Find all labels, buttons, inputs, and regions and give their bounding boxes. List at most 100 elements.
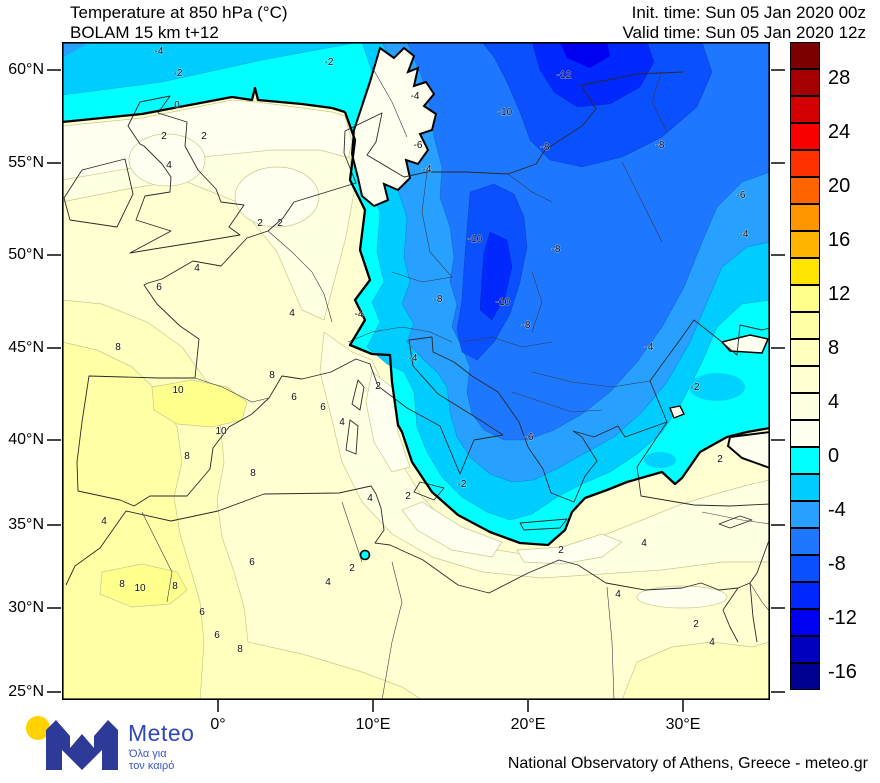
contour-value-label: -8	[656, 140, 665, 151]
atlas-cold-speck	[359, 549, 371, 561]
colorbar-cell	[790, 204, 820, 231]
contour-value-label: 10	[172, 385, 184, 396]
map-title-block: Temperature at 850 hPa (°C) BOLAM 15 km …	[70, 3, 288, 43]
colorbar-tick-label: 24	[828, 121, 851, 143]
lat-label: 60°N	[8, 61, 44, 78]
colorbar-cell	[790, 528, 820, 555]
colorbar-cell	[790, 177, 820, 204]
lon-label: 20°E	[510, 716, 546, 733]
lat-tick	[47, 691, 61, 693]
contour-value-label: -4	[740, 229, 749, 240]
lat-tick	[47, 69, 61, 71]
patch-centralmed-0to2	[401, 501, 503, 558]
colorbar-cell	[790, 474, 820, 501]
lat-tick	[47, 439, 61, 441]
lat-label: 25°N	[8, 683, 44, 700]
lat-label: 55°N	[8, 154, 44, 171]
contour-value-label: 10	[215, 426, 227, 437]
region-m4tom6-corner	[62, 42, 90, 58]
colorbar-cell	[790, 420, 820, 447]
lat-tick	[771, 691, 785, 693]
patch-benelux-0to2	[234, 166, 320, 228]
lat-tick	[47, 162, 61, 164]
lat-label: 50°N	[8, 246, 44, 263]
contour-value-label: 4	[194, 263, 200, 274]
contour-value-label: 4	[339, 417, 345, 428]
contour-value-label: 2	[375, 381, 381, 392]
lat-label: 40°N	[8, 431, 44, 448]
contour-value-label: 2	[558, 545, 564, 556]
colorbar-cell	[790, 393, 820, 420]
contour-value-label: 2	[257, 218, 263, 229]
init-time: Init. time: Sun 05 Jan 2020 00z	[631, 3, 866, 22]
contour-value-label: -10	[468, 234, 483, 245]
lat-tick	[47, 347, 61, 349]
lat-tick	[771, 524, 785, 526]
colorbar-tick-label: -12	[828, 607, 857, 629]
lat-tick	[47, 254, 61, 256]
contour-value-label: 6	[291, 392, 297, 403]
lat-tick	[771, 439, 785, 441]
contour-value-label: -4	[155, 46, 164, 57]
lat-tick	[47, 524, 61, 526]
colorbar-cell	[790, 555, 820, 582]
contour-value-label: -8	[434, 294, 443, 305]
contour-value-label: -6	[737, 190, 746, 201]
colorbar-cell	[790, 366, 820, 393]
valid-time: Valid time: Sun 05 Jan 2020 12z	[622, 23, 866, 42]
meteo-logo: Meteo Όλα για τον καιρό	[24, 712, 224, 776]
colorbar-cell	[790, 123, 820, 150]
patch-blacksea-m2	[689, 373, 745, 401]
contour-value-label: 4	[325, 577, 331, 588]
contour-value-label: 4	[615, 589, 621, 600]
contour-value-label: -6	[414, 140, 423, 151]
colorbar-cell	[790, 42, 820, 69]
colorbar-cell	[790, 339, 820, 366]
region-m12-core	[560, 42, 610, 68]
patch-aegean-0to2	[516, 533, 623, 565]
contour-value-label: -2	[691, 382, 700, 393]
colorbar-cell	[790, 150, 820, 177]
contour-value-label: 10	[134, 583, 146, 594]
contour-value-label: 8	[172, 581, 178, 592]
patch-egyptcoast-0to2	[636, 585, 728, 609]
region-10to12-atlas	[99, 563, 188, 608]
contour-value-label: 8	[250, 468, 256, 479]
contour-value-label: 2	[405, 491, 411, 502]
contour-value-label: -10	[498, 107, 513, 118]
caucasus-warm-strip	[720, 334, 770, 354]
colorbar-cell	[790, 96, 820, 123]
map-area: -4 -2 0 -2 2 2 4 2 2 4 6 8 4 -4 -4 -6 -4 -10 -8 -12 -8 -6 -4 -1…	[62, 42, 770, 700]
lon-tick	[372, 700, 374, 712]
contour-value-label: 8	[119, 579, 125, 590]
colorbar-tick-label: 16	[828, 229, 851, 251]
contour-value-label: 4	[641, 538, 647, 549]
contour-value-label: 4	[367, 493, 373, 504]
lat-tick	[771, 162, 785, 164]
logo-tagline: Όλα για τον καιρό	[129, 748, 175, 772]
contour-value-label: 2	[277, 218, 283, 229]
contour-value-label: -2	[458, 479, 467, 490]
colorbar-cell	[790, 663, 820, 690]
contour-value-label: -4	[409, 353, 418, 364]
contour-value-label: -2	[174, 68, 183, 79]
contour-value-label: 4	[709, 637, 715, 648]
lat-label: 30°N	[8, 599, 44, 616]
contour-value-label: 8	[237, 644, 243, 655]
colorbar-tick-label: -4	[828, 499, 846, 521]
model-run-label: BOLAM 15 km t+12	[70, 23, 219, 42]
contour-value-label: 8	[115, 342, 121, 353]
contour-value-label: -8	[522, 320, 531, 331]
colorbar-cell	[790, 447, 820, 474]
contour-value-label: 4	[289, 308, 295, 319]
contour-value-label: 6	[320, 402, 326, 413]
credit-text: National Observatory of Athens, Greece -…	[507, 755, 868, 772]
colorbar-tick-label: 8	[828, 337, 840, 359]
region-8to10	[62, 341, 205, 700]
map-title: Temperature at 850 hPa (°C)	[70, 3, 288, 22]
contour-value-label: -12	[557, 70, 572, 81]
contour-value-label: 2	[349, 563, 355, 574]
colorbar-cell	[790, 582, 820, 609]
